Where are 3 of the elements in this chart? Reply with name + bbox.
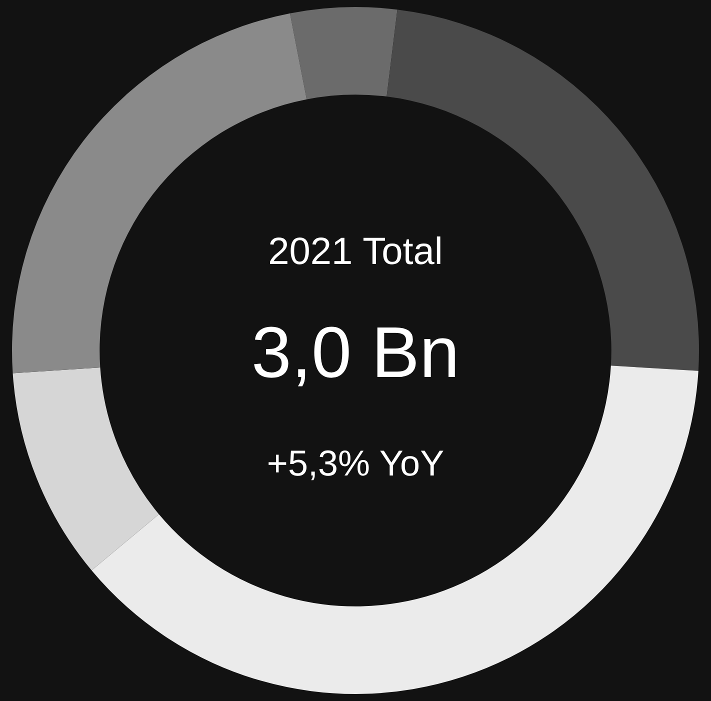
text: +5,3% YoY [266,442,444,484]
text: 3,0 Bn [251,313,460,393]
text: 2021 Total [268,231,443,273]
